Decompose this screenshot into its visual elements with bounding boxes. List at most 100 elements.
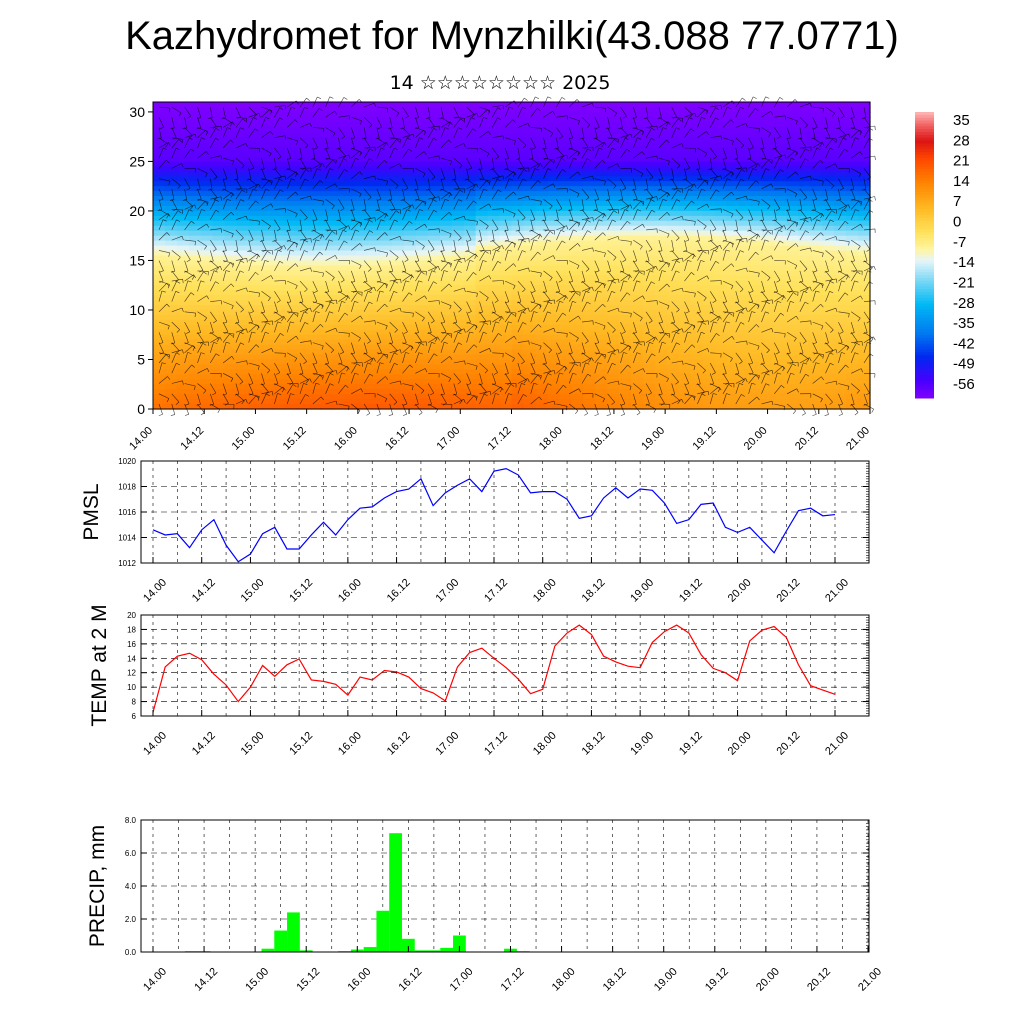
heatmap-cell (678, 126, 692, 133)
heatmap-cell (738, 364, 752, 370)
heatmap-cell (750, 305, 764, 311)
heatmap-cell (666, 116, 680, 123)
heatmap-cell (714, 364, 728, 370)
heatmap-cell (188, 176, 202, 182)
heatmap-cell (164, 230, 178, 237)
heatmap-cell (200, 245, 214, 252)
wind-barb-flag (279, 107, 284, 110)
heatmap-cell (595, 324, 608, 331)
wind-barb (325, 157, 337, 161)
wind-barb (351, 229, 356, 241)
heatmap-cell (642, 250, 656, 257)
wind-barb (299, 307, 311, 313)
heatmap-cell (666, 136, 680, 143)
heatmap-cell (248, 191, 262, 197)
heatmap-cell (320, 404, 333, 410)
wind-barb (376, 137, 387, 145)
wind-barb-flag (277, 393, 282, 395)
heatmap-cell (619, 116, 632, 123)
heatmap-cell (380, 329, 393, 336)
heatmap-cell (308, 265, 321, 271)
heatmap-cell (272, 161, 286, 167)
heatmap-cell (846, 131, 859, 138)
heatmap-cell (427, 399, 441, 405)
heatmap-cell (368, 309, 381, 316)
heatmap-cell (738, 215, 752, 222)
heatmap-cell (738, 290, 752, 296)
heatmap-cell (487, 270, 501, 276)
heatmap-cell (475, 334, 489, 341)
heatmap-cell (188, 359, 202, 366)
wind-barb-flag (269, 109, 273, 113)
wind-barb-flag (215, 353, 220, 357)
heatmap-cell (559, 235, 572, 242)
heatmap-cell (272, 359, 286, 366)
heatmap-cell (308, 280, 321, 286)
heatmap-cell (272, 255, 286, 262)
heatmap-cell (786, 230, 799, 237)
heatmap-cell (810, 369, 823, 375)
heatmap-cell (320, 131, 333, 138)
wind-barb-flag (419, 137, 424, 140)
wind-barb-flag (176, 219, 181, 222)
heatmap-cell (786, 102, 799, 108)
heatmap-cell (571, 201, 584, 207)
heatmap-cell (619, 389, 632, 395)
heatmap-cell (356, 374, 369, 380)
heatmap-cell (738, 201, 752, 207)
wind-barb-flag (421, 317, 425, 322)
wind-barb (325, 327, 336, 333)
wind-barb-flag (249, 239, 254, 242)
heatmap-cell (308, 329, 321, 336)
heatmap-cell (236, 250, 250, 257)
wind-barb (171, 235, 183, 241)
heatmap-cell (786, 176, 799, 182)
heatmap-cell (284, 181, 297, 187)
heatmap-cell (284, 106, 297, 113)
heatmap-cell (571, 295, 584, 301)
heatmap-cell (571, 121, 584, 128)
heatmap-cell (200, 319, 214, 326)
heatmap-cell (762, 349, 775, 356)
heatmap-cell (188, 186, 202, 192)
wind-barb (402, 106, 409, 117)
heatmap-cell (344, 379, 357, 385)
heatmap-cell (678, 191, 692, 197)
heatmap-cell (403, 255, 417, 262)
heatmap-cell (619, 176, 632, 182)
heatmap-cell (571, 364, 584, 370)
heatmap-cell (439, 181, 453, 187)
heatmap-cell (451, 300, 465, 306)
heatmap-cell (236, 230, 250, 237)
heatmap-cell (690, 344, 704, 351)
heatmap-cell (403, 111, 417, 118)
heatmap-cell (451, 275, 465, 281)
heatmap-cell (463, 260, 477, 266)
heatmap-cell (535, 161, 548, 167)
heatmap-cell (786, 201, 799, 207)
heatmap-cell (380, 314, 393, 321)
heatmap-cell (392, 255, 405, 262)
heatmap-cell (356, 364, 369, 370)
heatmap-cell (475, 240, 489, 247)
heatmap-cell (726, 235, 740, 242)
heatmap-cell (690, 191, 704, 197)
heatmap-cell (750, 102, 764, 108)
heatmap-cell (153, 171, 166, 177)
heatmap-cell (642, 270, 656, 276)
heatmap-cell (834, 116, 847, 123)
heatmap-cell (153, 151, 166, 158)
heatmap-cell (774, 260, 787, 266)
wind-barb-flag (303, 311, 308, 314)
heatmap-cell (607, 369, 620, 375)
heatmap-cell (631, 111, 644, 118)
heatmap-cell (511, 359, 525, 366)
heatmap-cell (678, 260, 692, 266)
heatmap-cell (308, 215, 321, 222)
wind-barb (415, 280, 419, 292)
wind-barb-flag (320, 324, 324, 328)
heatmap-cell (619, 314, 632, 321)
heatmap-cell (607, 300, 620, 306)
heatmap-cell (392, 280, 405, 286)
heatmap-cell (702, 102, 716, 108)
